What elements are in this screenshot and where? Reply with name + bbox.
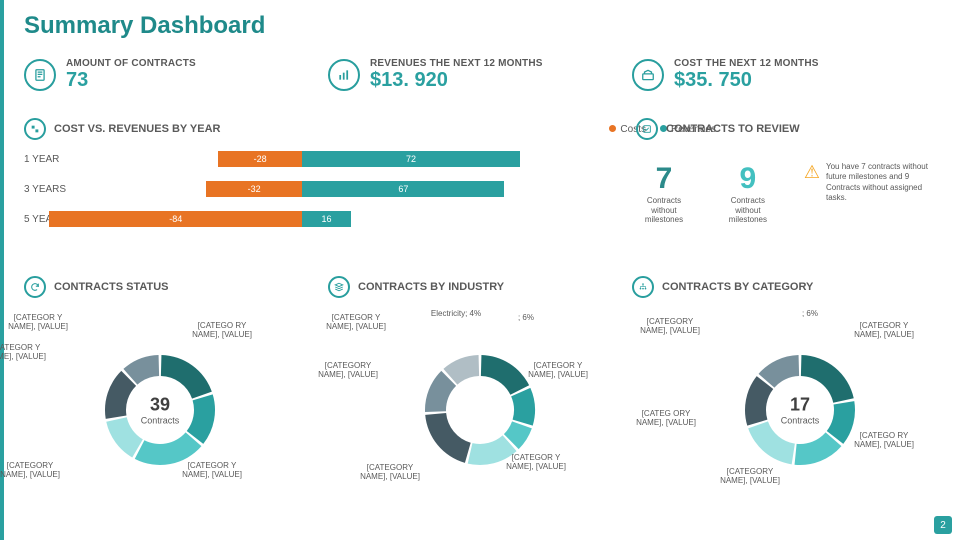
- bar-revenue: 16: [302, 211, 350, 227]
- chart-icon: [328, 59, 360, 91]
- refresh-icon: [24, 276, 46, 298]
- donut-label: [CATEGO RY NAME], [VALUE]: [192, 322, 252, 340]
- contracts-to-review: CONTRACTS TO REVIEW 7 Contracts without …: [636, 118, 936, 225]
- kpi-revenue: REVENUES THE NEXT 12 MONTHS $13. 920: [328, 58, 632, 92]
- section-review: CONTRACTS TO REVIEW: [636, 118, 936, 140]
- donut-label: [CATEGO RY NAME], [VALUE]: [854, 432, 914, 450]
- bar-cost: -84: [49, 211, 302, 227]
- donut-label: [CATEGOR Y NAME], [VALUE]: [0, 344, 46, 362]
- section-label: CONTRACTS BY INDUSTRY: [358, 281, 504, 293]
- review-metric: 9 Contracts without milestones: [720, 162, 776, 225]
- section-industry: CONTRACTS BY INDUSTRY: [328, 276, 632, 298]
- review-metric: 7 Contracts without milestones: [636, 162, 692, 225]
- kpi-value: $35. 750: [674, 69, 819, 92]
- bar-label: 3 YEARS: [24, 184, 84, 195]
- kpi-value: $13. 920: [370, 69, 543, 92]
- kpi-row: AMOUNT OF CONTRACTS 73 REVENUES THE NEXT…: [24, 58, 936, 92]
- diverging-bars: 1 YEAR-28723 YEARS-32675 YEARS-8416: [24, 144, 604, 234]
- bar-row: 1 YEAR-2872: [24, 144, 604, 174]
- kpi-contracts: AMOUNT OF CONTRACTS 73: [24, 58, 328, 92]
- section-label: CONTRACTS BY CATEGORY: [662, 281, 813, 293]
- metric-value: 9: [720, 162, 776, 196]
- bar-track: -2872: [84, 148, 604, 170]
- section-label: COST VS. REVENUES BY YEAR: [54, 123, 220, 135]
- bar-track: -3267: [84, 178, 604, 200]
- donut-industry: [CATEGOR Y NAME], [VALUE] Electricity; 4%…: [320, 304, 640, 524]
- kpi-label: REVENUES THE NEXT 12 MONTHS: [370, 58, 543, 69]
- metric-caption: Contracts without milestones: [636, 196, 692, 225]
- donut-label: [CATEGOR Y NAME], [VALUE]: [528, 362, 588, 380]
- review-icon: [636, 118, 658, 140]
- donut-label: [CATEGORY NAME], [VALUE]: [640, 318, 700, 336]
- bar-track: -8416: [84, 208, 604, 230]
- compare-icon: [24, 118, 46, 140]
- section-label: CONTRACTS STATUS: [54, 281, 168, 293]
- donut-label: [CATEGORY NAME], [VALUE]: [360, 464, 420, 482]
- cost-icon: [632, 59, 664, 91]
- donut-label: [CATEGORY NAME], [VALUE]: [720, 468, 780, 486]
- kpi-cost: COST THE NEXT 12 MONTHS $35. 750: [632, 58, 936, 92]
- donut-status: 39Contracts [CATEGOR Y NAME], [VALUE] [CAT…: [0, 304, 320, 524]
- bar-cost: -28: [218, 151, 302, 167]
- section-label: CONTRACTS TO REVIEW: [666, 123, 800, 135]
- donut-label: [CATEGOR Y NAME], [VALUE]: [326, 314, 386, 332]
- bar-row: 5 YEARS-8416: [24, 204, 604, 234]
- tree-icon: [632, 276, 654, 298]
- donut-label: [CATEGOR Y NAME], [VALUE]: [8, 314, 68, 332]
- bar-revenue: 67: [302, 181, 504, 197]
- donut-category: 17Contracts [CATEGORY NAME], [VALUE] ; 6% […: [640, 304, 960, 524]
- page-number: 2: [934, 516, 952, 534]
- doc-icon: [24, 59, 56, 91]
- kpi-label: COST THE NEXT 12 MONTHS: [674, 58, 819, 69]
- donut-chart: [423, 353, 537, 467]
- donut-center: 39Contracts: [141, 394, 180, 425]
- donut-label: [CATEGOR Y NAME], [VALUE]: [854, 322, 914, 340]
- metric-value: 7: [636, 162, 692, 196]
- donut-label: ; 6%: [496, 314, 556, 323]
- warning-icon: ⚠: [804, 162, 820, 183]
- page-title: Summary Dashboard: [24, 12, 265, 40]
- stack-icon: [328, 276, 350, 298]
- donut-label: ; 6%: [780, 310, 840, 319]
- section-category: CONTRACTS BY CATEGORY: [632, 276, 936, 298]
- bar-revenue: 72: [302, 151, 519, 167]
- donut-center: 17Contracts: [781, 394, 820, 425]
- donut-label: [CATEG ORY NAME], [VALUE]: [636, 410, 696, 428]
- donut-label: [CATEGOR Y NAME], [VALUE]: [182, 462, 242, 480]
- bar-cost: -32: [206, 181, 303, 197]
- kpi-label: AMOUNT OF CONTRACTS: [66, 58, 196, 69]
- donut-label: Electricity; 4%: [426, 310, 486, 319]
- review-note: You have 7 contracts without future mile…: [826, 162, 936, 204]
- section-status: CONTRACTS STATUS: [24, 276, 328, 298]
- donut-label: [CATEGORY NAME], [VALUE]: [0, 462, 60, 480]
- section-costrev: COST VS. REVENUES BY YEAR: [24, 118, 220, 140]
- kpi-value: 73: [66, 69, 196, 92]
- bar-label: 1 YEAR: [24, 154, 84, 165]
- donut-label: [CATEGOR Y NAME], [VALUE]: [506, 454, 566, 472]
- metric-caption: Contracts without milestones: [720, 196, 776, 225]
- donut-label: [CATEGORY NAME], [VALUE]: [318, 362, 378, 380]
- bar-row: 3 YEARS-3267: [24, 174, 604, 204]
